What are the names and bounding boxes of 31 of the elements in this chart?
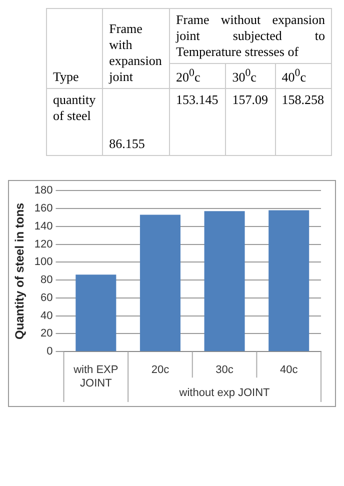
x-tick-label: with EXP JOINT [72,364,118,390]
text: quantity of steel [46,88,103,156]
text: 153.145 [170,88,226,156]
text: without exp JOINT [178,387,270,400]
y-axis-title: Quantity of steel in tons [12,202,27,340]
y-tick-label: 120 [34,238,53,251]
y-tick-label: 0 [46,346,53,358]
bar [204,212,245,352]
x-tick-label: 40c [280,364,298,377]
y-tick-label: 100 [34,256,53,269]
x-tick-label: 20c [151,364,170,377]
y-tick-label: 60 [40,292,53,304]
bar [140,215,180,352]
text: 157.09 [226,88,276,156]
bar [76,275,116,352]
y-tick-label: 40 [40,310,53,322]
x-tick-label: 30c [216,364,234,377]
text: 20$^{0}$c [170,64,226,89]
text: 86.155 [102,88,170,156]
y-tick-label: 180 [34,184,53,197]
text: 40$^{0}$c [275,64,332,89]
y-tick-label: 140 [34,220,53,233]
text: Type [46,8,103,89]
y-tick-label: 20 [40,328,53,340]
bar [268,210,310,352]
text: Frame with expansion joint [102,8,170,89]
text: 158.258 [275,88,332,156]
y-tick-label: 80 [40,274,53,286]
y-tick-label: 160 [34,202,53,215]
text: 30$^{0}$c [226,64,276,89]
text: Frame without expansion joint subjected to Temperature stresses of [170,8,332,64]
